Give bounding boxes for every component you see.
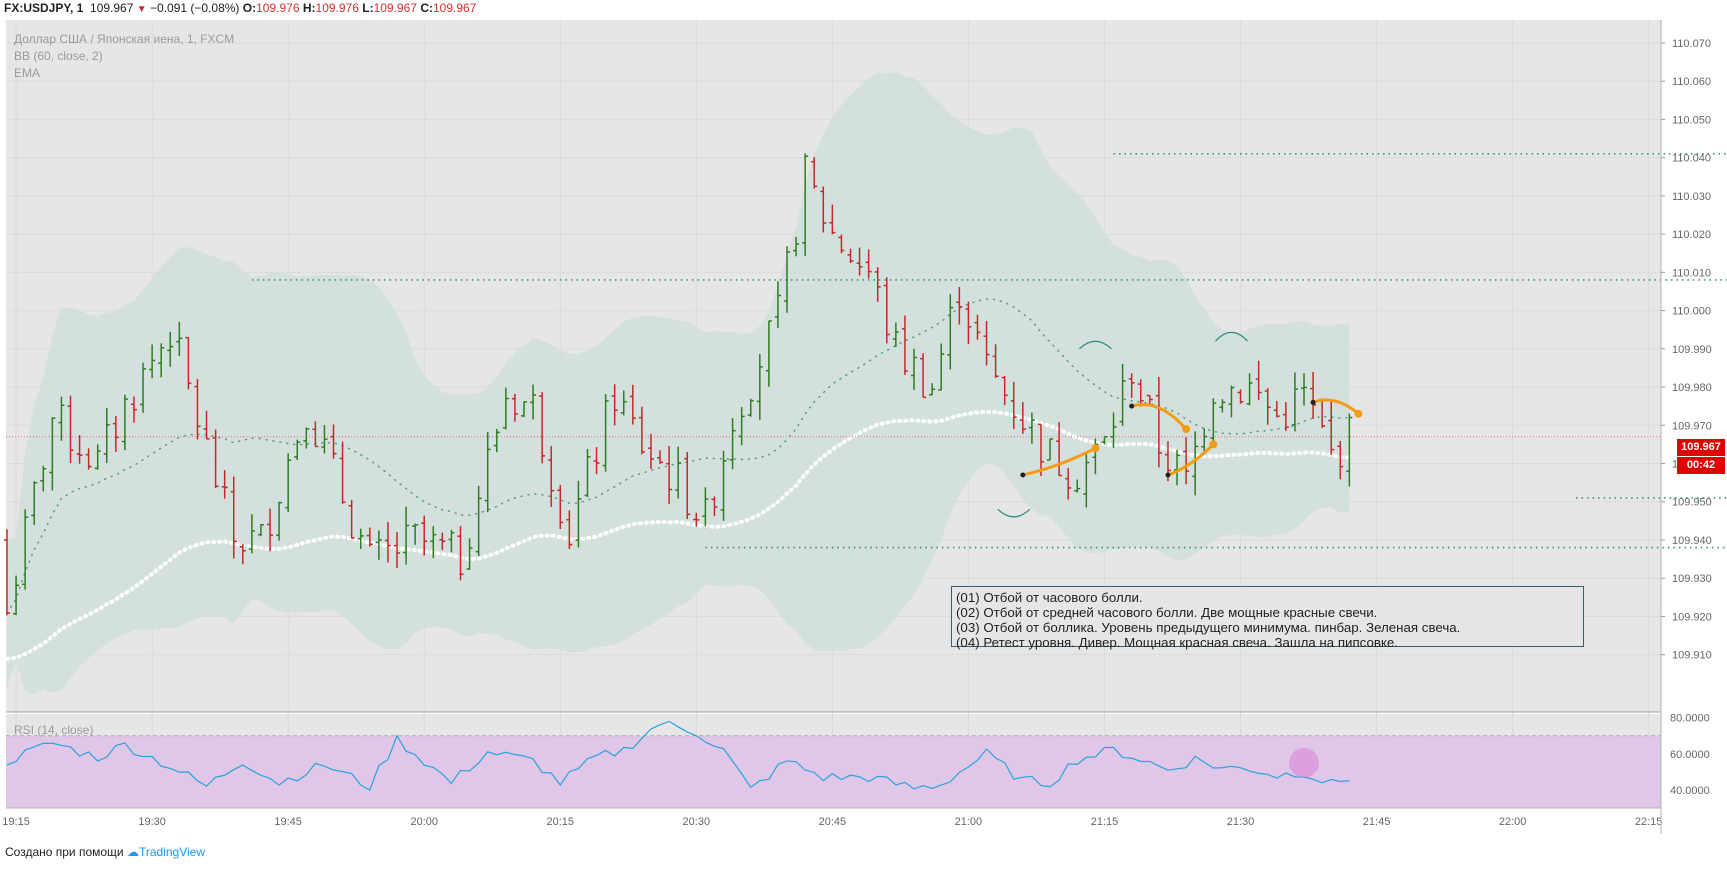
high-value: 109.976 (315, 1, 359, 15)
price-tick-label: 110.050 (1672, 114, 1711, 126)
tradingview-logo-icon[interactable]: ☁ (126, 845, 139, 859)
bb-fill (7, 72, 1350, 695)
indicator-legend: Доллар США / Японская иена, 1, FXCM BB (… (14, 31, 234, 82)
price-tick-label: 110.070 (1672, 38, 1711, 50)
countdown-tag: 00:42 (1677, 457, 1725, 474)
time-tick-label: 20:15 (547, 816, 575, 828)
time-tick-label: 19:30 (138, 816, 166, 828)
time-tick-label: 20:45 (819, 816, 847, 828)
anchor-dot (1129, 403, 1135, 409)
open-value: 109.976 (256, 1, 300, 15)
price-tick-label: 110.020 (1672, 229, 1711, 241)
rsi-label[interactable]: RSI (14, close) (14, 723, 94, 737)
time-tick-label: 19:15 (2, 816, 30, 828)
price-tick-label: 109.930 (1672, 573, 1712, 585)
instrument-label[interactable]: Доллар США / Японская иена, 1, FXCM (14, 32, 235, 46)
footer: Создано при помощи ☁TradingView (5, 845, 205, 859)
high-label: H: (302, 1, 316, 15)
ema-label[interactable]: EMA (14, 66, 41, 80)
annotations[interactable] (997, 331, 1363, 518)
time-tick-label: 22:15 (1635, 816, 1663, 828)
rsi-tick-label: 60.0000 (1670, 749, 1710, 761)
low-label: L: (362, 1, 374, 15)
note-line-4: (04) Ретест уровня. Дивер. Мощная красна… (956, 635, 1398, 650)
rsi-axis[interactable]: 80.0000 60.0000 40.0000 (1670, 713, 1710, 797)
arrow-head-icon (1354, 409, 1363, 418)
close-label: C: (420, 1, 433, 15)
horizontal-levels[interactable] (6, 153, 1727, 549)
time-tick-label: 21:00 (955, 816, 983, 828)
rsi-indicator (6, 720, 1661, 809)
time-tick-label: 22:00 (1499, 816, 1527, 828)
symbol-header: FX:USDJPY, 1 109.967 ▼ −0.091 (−0.08%) O… (4, 0, 476, 18)
symbol-name[interactable]: FX:USDJPY, 1 (4, 1, 84, 15)
arrow-curve (1022, 446, 1097, 477)
time-tick-label: 21:30 (1227, 816, 1255, 828)
tradingview-link[interactable]: TradingView (138, 845, 206, 859)
note-line-3: (03) Отбой от боллика. Уровень предыдуще… (956, 620, 1461, 635)
price-axis[interactable]: 110.070 110.060 110.050 110.040 110.030 110.0… (1661, 38, 1712, 662)
arc-mark (1215, 331, 1248, 342)
arrow-curve (1131, 403, 1188, 431)
annotation-note[interactable]: (01) Отбой от часового болли. (02) Отбой… (951, 586, 1584, 650)
rsi-tick-label: 40.0000 (1670, 785, 1710, 797)
anchor-dot (1310, 399, 1316, 405)
price-tick-label: 109.950 (1672, 497, 1712, 509)
arrow-head-icon (1182, 425, 1191, 434)
arrow-head-icon (1091, 444, 1100, 453)
time-tick-label: 20:00 (410, 816, 438, 828)
price-tick-label: 110.060 (1672, 76, 1711, 88)
open-label: O: (242, 1, 257, 15)
time-tick-label: 20:30 (683, 816, 711, 828)
rsi-band (6, 735, 1661, 808)
candles (4, 153, 1353, 616)
arrow-head-icon (1209, 440, 1218, 449)
footer-text: Создано при помощи (5, 845, 124, 859)
close-value: 109.967 (432, 1, 477, 15)
arrow-curve (1312, 398, 1360, 415)
rsi-highlight (1289, 747, 1320, 778)
price-tick-label: 110.040 (1672, 153, 1711, 165)
anchor-dot (1165, 472, 1171, 478)
price-tick-label: 110.000 (1672, 306, 1711, 318)
price-tick-label: 109.940 (1672, 535, 1712, 547)
current-price: 109.967 (90, 1, 134, 15)
price-tick-label: 110.010 (1672, 267, 1711, 279)
anchor-dot (1020, 472, 1026, 478)
price-change: −0.091 (−0.08%) (150, 1, 240, 15)
time-tick-label: 21:45 (1363, 816, 1391, 828)
price-tick-label: 109.980 (1672, 382, 1712, 394)
bb-label[interactable]: BB (60, close, 2) (14, 49, 103, 63)
price-tick-label: 109.910 (1672, 650, 1712, 662)
time-tick-label: 21:15 (1091, 816, 1119, 828)
time-axis[interactable]: 19:15 19:30 19:45 20:00 20:15 20:30 20:45 21:00… (2, 816, 1727, 828)
price-tick-label: 109.970 (1672, 420, 1712, 432)
note-line-1: (01) Отбой от часового болли. (956, 590, 1143, 605)
time-tick-label: 19:45 (274, 816, 302, 828)
arrow-curve (1167, 443, 1215, 477)
price-tick-label: 109.990 (1672, 344, 1712, 356)
rsi-line (6, 720, 1350, 792)
arc-mark (1078, 340, 1112, 350)
down-triangle-icon: ▼ (136, 4, 147, 15)
arc-mark (997, 508, 1031, 518)
low-value: 109.967 (373, 1, 417, 15)
last-price-tag: 109.967 (1677, 439, 1725, 456)
note-line-2: (02) Отбой от средней часового болли. Дв… (956, 605, 1378, 620)
price-tick-label: 110.030 (1672, 191, 1711, 203)
price-tick-label: 109.920 (1672, 611, 1712, 623)
rsi-tick-label: 80.0000 (1670, 713, 1710, 725)
ema-line (5, 409, 1352, 661)
